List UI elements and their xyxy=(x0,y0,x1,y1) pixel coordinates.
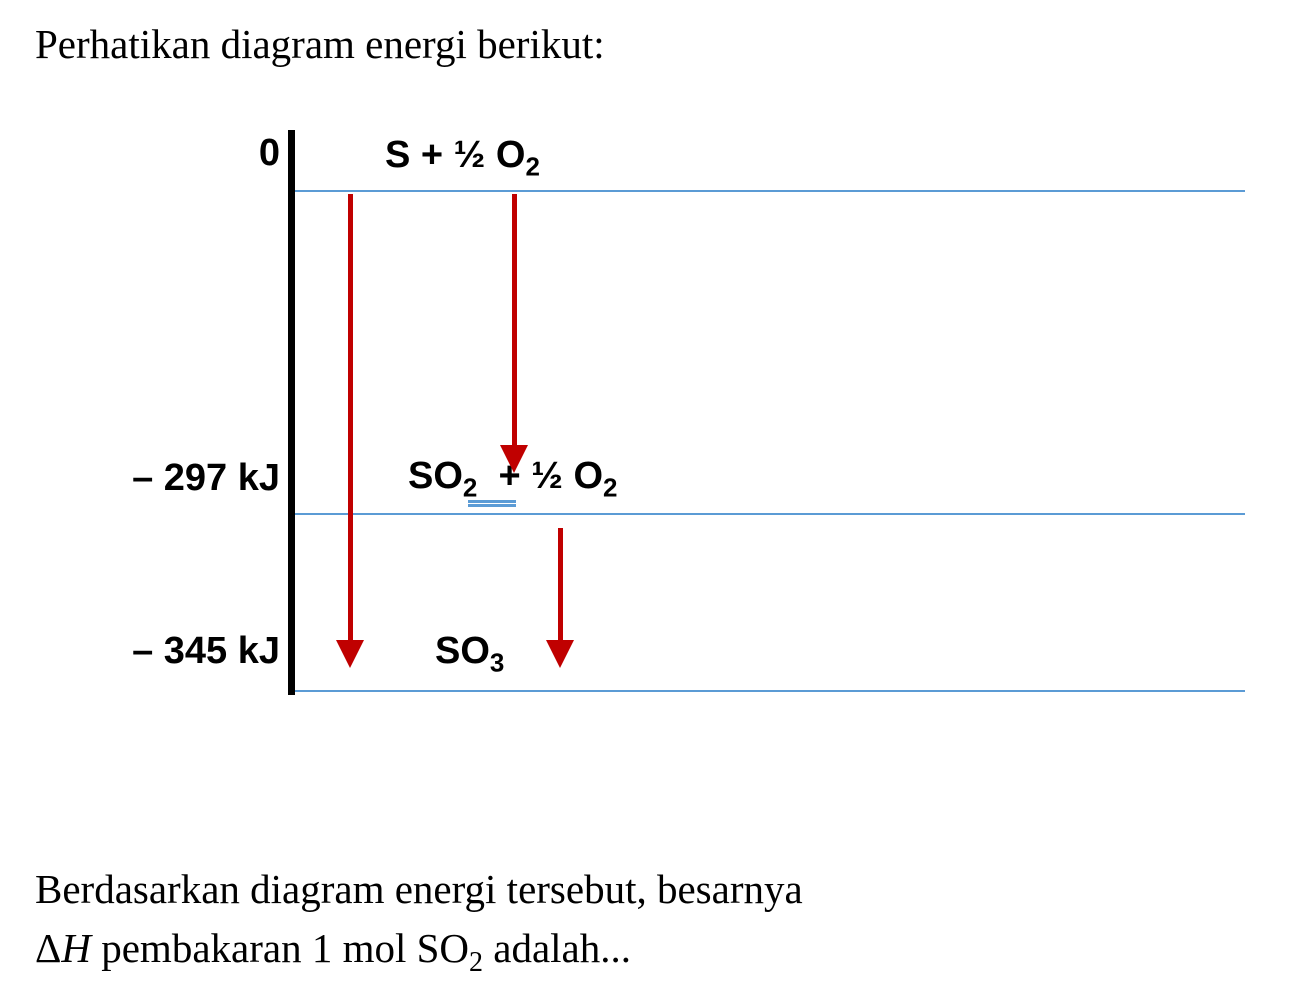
double-underline xyxy=(468,500,516,503)
page-title: Perhatikan diagram energi berikut: xyxy=(35,20,605,68)
y-axis xyxy=(288,130,295,695)
question-mid: pembakaran 1 mol SO xyxy=(91,925,469,971)
energy-diagram: 0 S + ½ O2 – 297 kJ SO2 + ½ O2 – 345 kJ … xyxy=(40,130,1270,700)
formula-level-0: S + ½ O2 xyxy=(385,134,540,183)
h-symbol: H xyxy=(61,925,91,971)
y-label-2: – 345 kJ xyxy=(110,630,280,673)
question-line1: Berdasarkan diagram energi tersebut, bes… xyxy=(35,866,803,912)
question-text: Berdasarkan diagram energi tersebut, bes… xyxy=(35,860,803,984)
y-label-1: – 297 kJ xyxy=(110,457,280,500)
level-line-0 xyxy=(295,190,1245,192)
formula-level-2: SO3 xyxy=(435,630,504,679)
level-line-1 xyxy=(295,513,1245,515)
question-suffix: adalah... xyxy=(483,925,631,971)
subscript-2: 2 xyxy=(469,948,483,979)
delta-symbol: Δ xyxy=(35,925,61,971)
y-label-0: 0 xyxy=(250,132,280,175)
level-line-2 xyxy=(295,690,1245,692)
